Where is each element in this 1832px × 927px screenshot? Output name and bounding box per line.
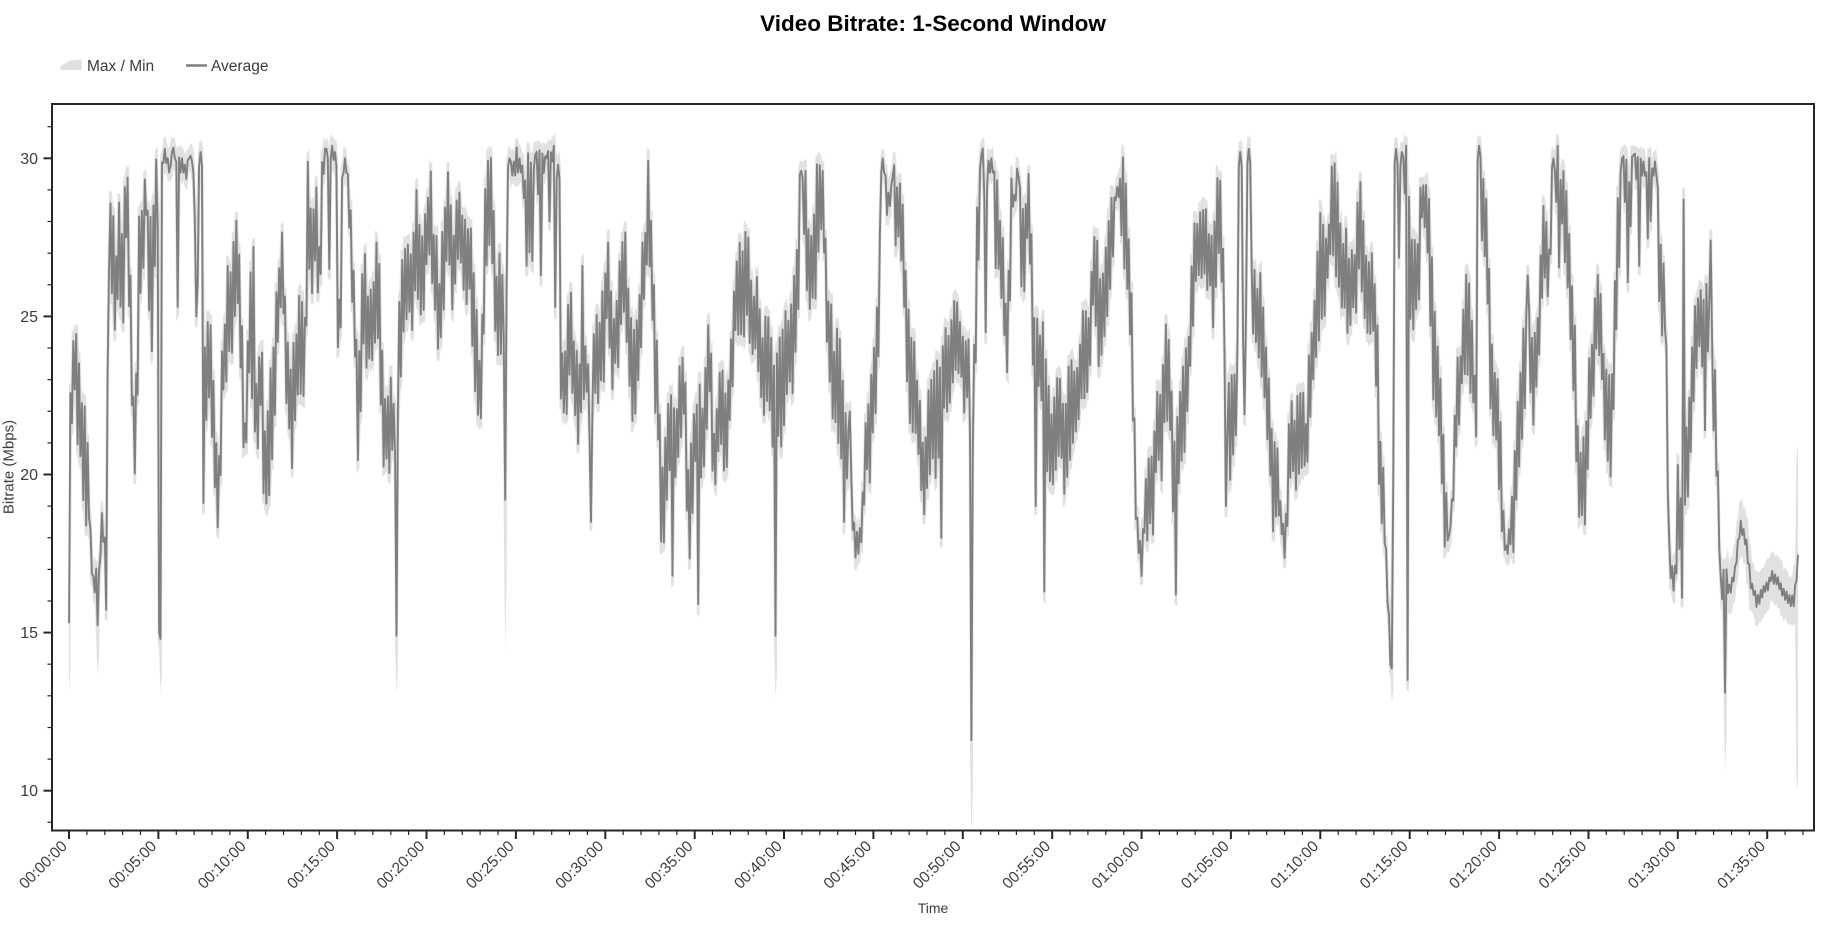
- svg-text:15: 15: [20, 625, 38, 642]
- svg-text:Max / Min: Max / Min: [87, 58, 154, 75]
- svg-text:Video Bitrate: 1-Second Window: Video Bitrate: 1-Second Window: [760, 11, 1106, 36]
- svg-text:25: 25: [20, 309, 38, 326]
- svg-text:Average: Average: [211, 58, 268, 75]
- svg-text:30: 30: [20, 151, 38, 168]
- svg-text:10: 10: [20, 783, 38, 800]
- svg-text:20: 20: [20, 467, 38, 484]
- svg-text:Bitrate (Mbps): Bitrate (Mbps): [1, 420, 18, 514]
- svg-text:Time: Time: [918, 900, 949, 916]
